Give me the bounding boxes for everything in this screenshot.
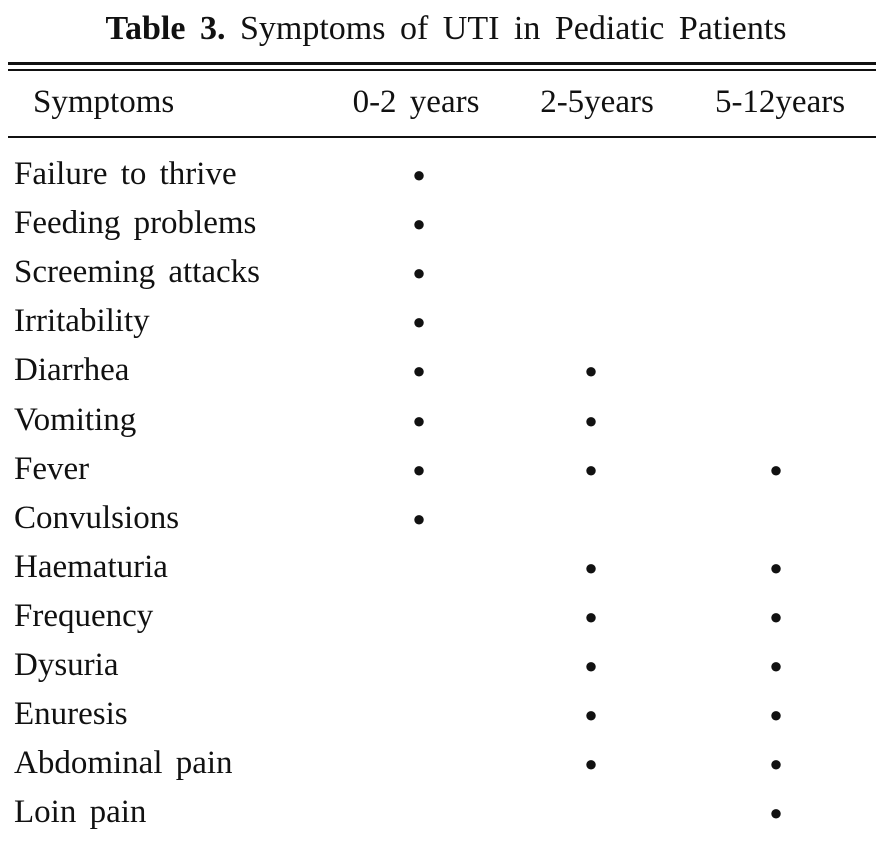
row-label: Feeding problems bbox=[14, 205, 257, 242]
check-mark: ● bbox=[769, 800, 783, 826]
check-mark: ● bbox=[769, 653, 783, 678]
check-mark: ● bbox=[412, 211, 426, 237]
check-mark: ● bbox=[412, 407, 426, 433]
row-label: Enuresis bbox=[14, 696, 128, 733]
check-mark: ● bbox=[769, 554, 783, 580]
check-mark: ● bbox=[412, 456, 426, 482]
row-label: Fever bbox=[14, 450, 90, 487]
top-rule bbox=[8, 69, 876, 71]
table-title: Table 3. Symptoms of UTI in Pediatic Pat… bbox=[0, 12, 892, 46]
check-mark: ● bbox=[584, 358, 598, 384]
column-header: Symptoms bbox=[33, 84, 175, 120]
row-label: Screeming attacks bbox=[14, 254, 260, 291]
check-mark: ● bbox=[769, 751, 783, 777]
column-header: 5-12years bbox=[714, 84, 846, 120]
check-mark: ● bbox=[584, 407, 598, 433]
row-label: Abdominal pain bbox=[14, 745, 233, 782]
row-label: Haematuria bbox=[14, 548, 168, 585]
top-rule bbox=[8, 62, 876, 65]
check-mark: ● bbox=[584, 603, 598, 629]
check-mark: ● bbox=[584, 554, 598, 580]
check-mark: ● bbox=[769, 603, 783, 629]
check-mark: ● bbox=[412, 358, 426, 384]
check-mark: ● bbox=[769, 456, 783, 482]
header-rule bbox=[8, 136, 876, 138]
check-mark: ● bbox=[769, 702, 783, 728]
check-mark: ● bbox=[412, 162, 426, 187]
row-label: Diarrhea bbox=[14, 352, 130, 389]
check-mark: ● bbox=[584, 653, 598, 678]
check-mark: ● bbox=[412, 309, 426, 335]
row-label: Vomiting bbox=[14, 401, 137, 438]
title-caption: Symptoms of UTI in Pediatic Patients bbox=[239, 10, 787, 47]
check-mark: ● bbox=[584, 456, 598, 482]
row-label: Dysuria bbox=[14, 647, 119, 683]
title-label: Table 3. bbox=[105, 10, 226, 47]
check-mark: ● bbox=[412, 505, 426, 531]
row-label: Failure to thrive bbox=[14, 156, 237, 192]
row-label: Convulsions bbox=[14, 499, 180, 536]
column-header: 2-5years bbox=[540, 84, 654, 120]
check-mark: ● bbox=[584, 751, 598, 777]
row-label: Irritability bbox=[14, 303, 150, 340]
check-mark: ● bbox=[584, 702, 598, 728]
check-mark: ● bbox=[412, 260, 426, 286]
column-header: 0-2 years bbox=[352, 84, 480, 120]
row-label: Frequency bbox=[14, 597, 154, 634]
row-label: Loin pain bbox=[14, 794, 147, 831]
